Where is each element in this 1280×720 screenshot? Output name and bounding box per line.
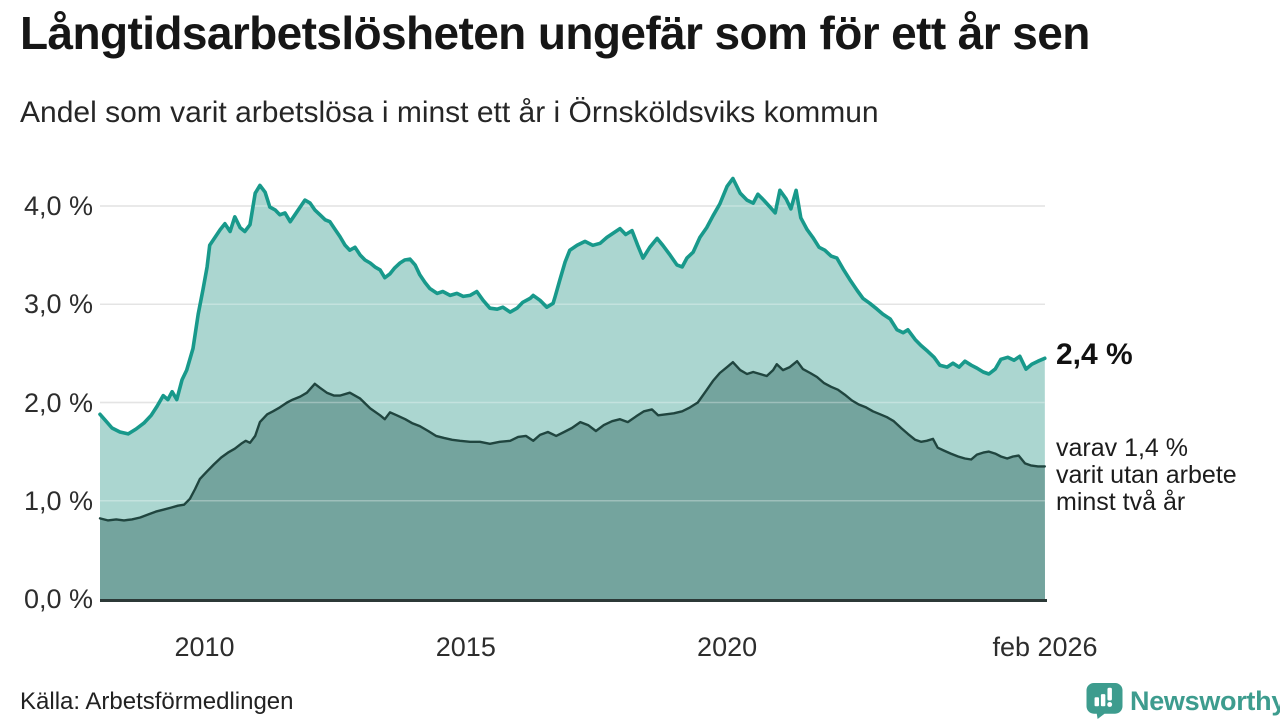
end-label-subset: varav 1,4 % varit utan arbete minst två … xyxy=(1056,435,1237,516)
end-label-subset-line: varit utan arbete xyxy=(1056,461,1237,490)
newsworthy-pin-icon xyxy=(1086,683,1123,719)
source-note: Källa: Arbetsförmedlingen xyxy=(20,688,294,715)
x-tick-label: feb 2026 xyxy=(992,632,1098,662)
y-tick-label: 2,0 % xyxy=(23,387,93,418)
end-label-total: 2,4 % xyxy=(1056,338,1133,372)
newsworthy-wordmark: Newsworthy xyxy=(1130,685,1280,716)
x-tick-label: 2020 xyxy=(697,632,758,662)
y-tick-label: 0,0 % xyxy=(23,584,93,614)
line-total xyxy=(98,176,1047,436)
x-tick-label: 2010 xyxy=(174,632,235,662)
line-subset xyxy=(98,360,1046,522)
y-tick-label: 1,0 % xyxy=(23,485,93,516)
page-title: Långtidsarbetslösheten ungefär som för e… xyxy=(20,7,1090,59)
end-label-subset-line: varav 1,4 % xyxy=(1056,434,1189,463)
area-subset xyxy=(100,361,1045,599)
x-tick-label: 2015 xyxy=(435,632,496,662)
page-subtitle: Andel som varit arbetslösa i minst ett å… xyxy=(20,96,879,129)
y-tick-label: 4,0 % xyxy=(23,191,93,221)
newsworthy-logo: Newsworthy xyxy=(1086,683,1280,719)
end-label-subset-line: minst två år xyxy=(1056,488,1186,517)
y-tick-label: 3,0 % xyxy=(23,289,93,320)
